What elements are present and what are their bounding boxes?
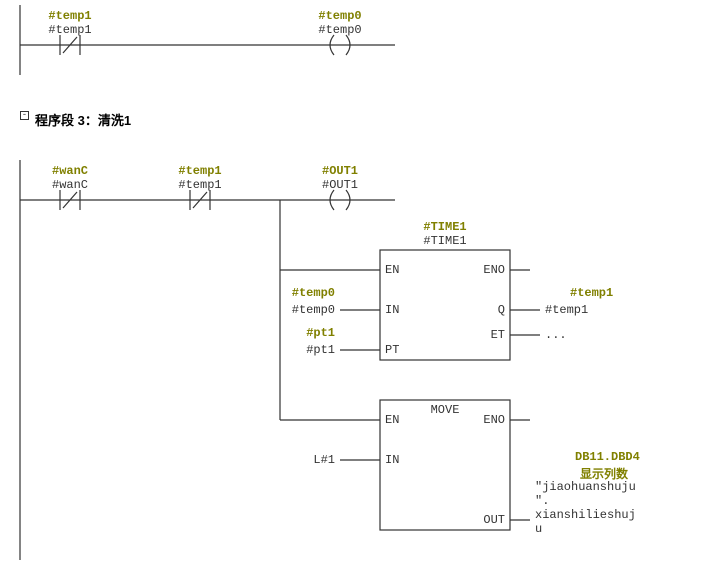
- coil-symbol: #OUT1: [322, 164, 358, 178]
- pin-label: ENO: [483, 413, 505, 427]
- pin-label: IN: [385, 453, 399, 467]
- coil-address: #temp0: [318, 23, 361, 37]
- timer-symbol: #TIME1: [423, 220, 466, 234]
- pin-val: #pt1: [306, 343, 335, 357]
- coil-address: #OUT1: [322, 178, 358, 192]
- move-title: MOVE: [431, 403, 460, 417]
- network-header: 程序段 3：清洗1: [35, 110, 131, 129]
- pin-label: EN: [385, 263, 399, 277]
- pin-sym: #pt1: [306, 326, 335, 340]
- out-addr-line: "jiaohuanshuju: [535, 480, 636, 494]
- pin-val: L#1: [313, 453, 335, 467]
- collapse-icon[interactable]: -: [20, 111, 29, 120]
- pin-label: ET: [491, 328, 505, 342]
- pin-sym: #temp1: [570, 286, 613, 300]
- contact-symbol: #temp1: [178, 164, 221, 178]
- pin-label: IN: [385, 303, 399, 317]
- contact-symbol: #wanC: [52, 164, 88, 178]
- pin-val: #temp1: [545, 303, 588, 317]
- pin-label: PT: [385, 343, 399, 357]
- pin-val: ...: [545, 328, 567, 342]
- contact-address: #temp1: [178, 178, 221, 192]
- contact-address: #wanC: [52, 178, 88, 192]
- pin-label: OUT: [483, 513, 505, 527]
- pin-val: #temp0: [292, 303, 335, 317]
- pin-sym: #temp0: [292, 286, 335, 300]
- pin-label: ENO: [483, 263, 505, 277]
- out-addr-line: xianshilieshuj: [535, 508, 636, 522]
- contact-symbol: #temp1: [48, 9, 91, 23]
- contact-address: #temp1: [48, 23, 91, 37]
- out-sym: DB11.DBD4: [575, 450, 640, 464]
- out-addr-line: u: [535, 522, 542, 536]
- pin-label: Q: [498, 303, 505, 317]
- coil-symbol: #temp0: [318, 9, 361, 23]
- timer-address: #TIME1: [423, 234, 466, 248]
- pin-label: EN: [385, 413, 399, 427]
- network-header-text: 程序段 3：清洗1: [35, 113, 131, 128]
- out-addr-line: ".: [535, 494, 549, 508]
